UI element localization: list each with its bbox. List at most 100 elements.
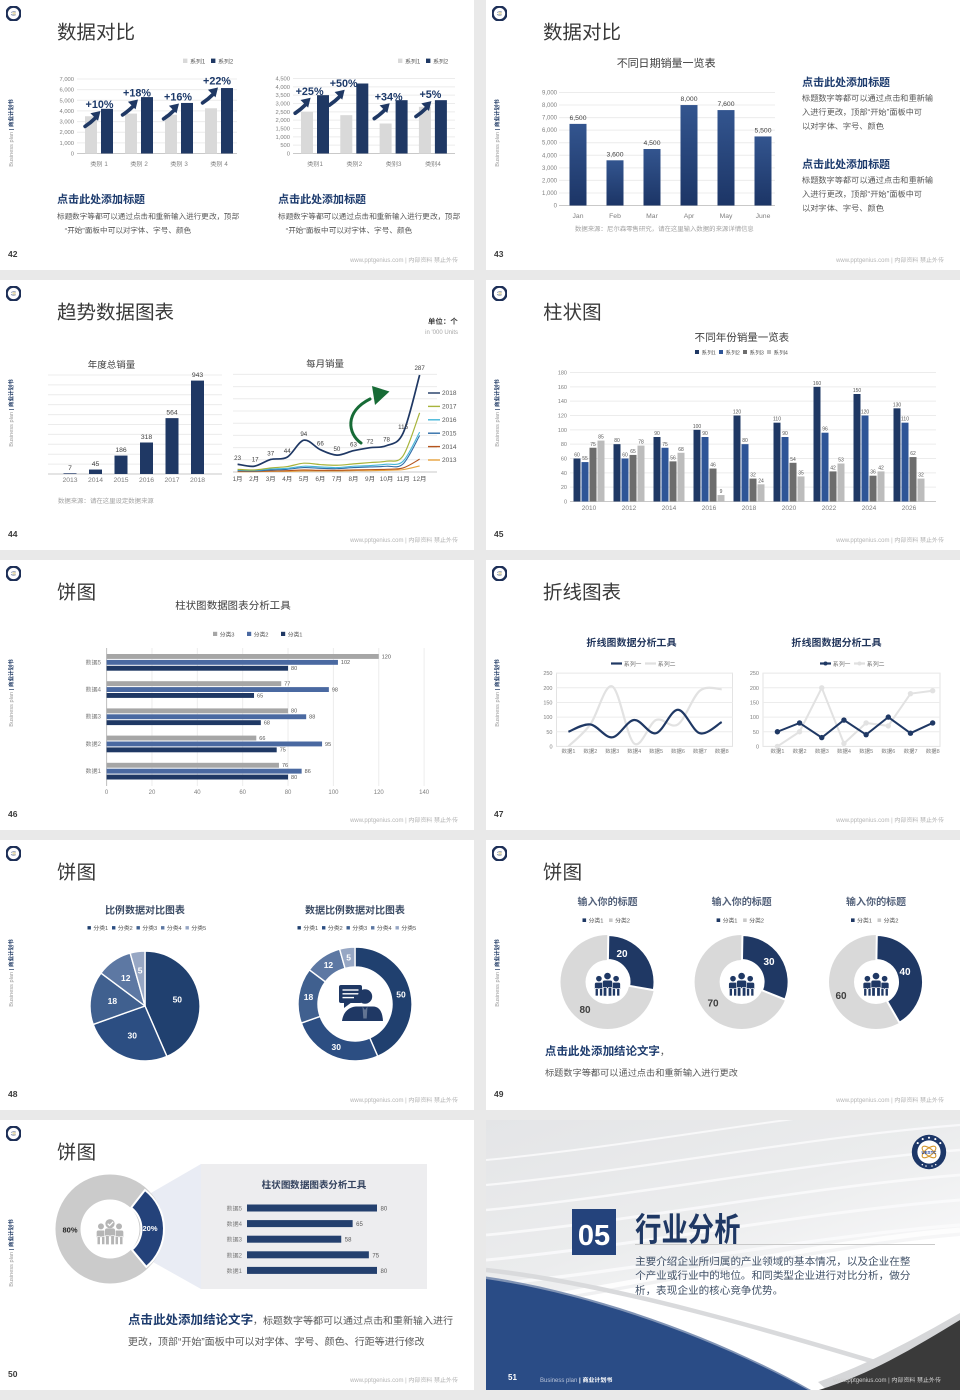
svg-text:80: 80 (291, 775, 297, 781)
svg-text:0: 0 (554, 204, 558, 210)
svg-text:186: 186 (115, 447, 127, 454)
svg-text:5: 5 (138, 965, 143, 975)
svg-text:Jan: Jan (573, 213, 584, 220)
svg-text:287: 287 (414, 365, 425, 372)
svg-text:类别 3: 类别 3 (170, 161, 188, 168)
svg-text:2014: 2014 (662, 505, 677, 512)
svg-text:150: 150 (750, 700, 759, 706)
svg-text:72: 72 (367, 439, 374, 446)
svg-text:系列1: 系列1 (405, 58, 421, 66)
svg-text:150: 150 (853, 388, 862, 394)
svg-text:4月: 4月 (282, 476, 292, 483)
svg-text:数据3: 数据3 (605, 748, 619, 755)
svg-text:3,600: 3,600 (606, 151, 623, 158)
svg-text:11月: 11月 (397, 476, 410, 483)
svg-text:4,000: 4,000 (542, 153, 558, 159)
svg-text:May: May (720, 213, 733, 220)
svg-text:系列2: 系列2 (433, 58, 449, 66)
svg-text:数据4: 数据4 (837, 748, 851, 755)
svg-text:类别 1: 类别 1 (90, 161, 108, 168)
svg-text:分类5: 分类5 (401, 925, 416, 932)
svg-text:2020: 2020 (782, 505, 797, 512)
svg-text:数据8: 数据8 (715, 748, 729, 755)
svg-text:2018: 2018 (190, 477, 205, 484)
svg-text:数据比例数据对比图表: 数据比例数据对比图表 (304, 905, 405, 917)
svg-text:分类2: 分类2 (118, 925, 133, 932)
svg-text:数据7: 数据7 (693, 748, 707, 755)
svg-text:折线图数据分析工具: 折线图数据分析工具 (792, 637, 882, 649)
svg-text:5,500: 5,500 (754, 127, 771, 134)
svg-text:0: 0 (549, 744, 552, 750)
svg-text:98: 98 (332, 687, 338, 693)
svg-text:2010: 2010 (582, 505, 597, 512)
svg-text:150: 150 (543, 700, 552, 706)
svg-text:1,000: 1,000 (542, 191, 558, 197)
svg-text:3月: 3月 (266, 476, 276, 483)
svg-text:折线图数据分析工具: 折线图数据分析工具 (587, 637, 677, 649)
svg-text:3,500: 3,500 (275, 93, 290, 99)
svg-text:+16%: +16% (164, 92, 192, 104)
svg-text:62: 62 (910, 451, 916, 457)
svg-text:45: 45 (92, 461, 100, 468)
svg-text:90: 90 (702, 431, 708, 437)
svg-text:75: 75 (590, 442, 596, 448)
svg-text:8,000: 8,000 (542, 103, 558, 109)
svg-text:65: 65 (257, 693, 263, 699)
svg-text:分类1: 分类1 (303, 925, 318, 932)
svg-text:120: 120 (382, 654, 391, 660)
svg-text:100: 100 (750, 715, 759, 721)
svg-text:160: 160 (813, 381, 822, 387)
svg-text:分类2: 分类2 (615, 918, 630, 925)
svg-text:分类1: 分类1 (288, 632, 303, 639)
svg-text:0: 0 (71, 152, 74, 158)
svg-text:+18%: +18% (123, 88, 151, 100)
svg-text:+10%: +10% (86, 99, 114, 111)
svg-text:50: 50 (396, 989, 406, 999)
svg-text:20: 20 (616, 949, 628, 960)
svg-text:53: 53 (838, 458, 844, 464)
svg-text:17: 17 (252, 456, 259, 463)
svg-text:80: 80 (291, 666, 297, 672)
svg-text:12: 12 (324, 960, 334, 970)
svg-text:50: 50 (173, 994, 183, 1004)
svg-text:1,500: 1,500 (275, 127, 290, 133)
svg-text:140: 140 (558, 399, 567, 405)
svg-text:输入你的标题: 输入你的标题 (712, 896, 772, 908)
svg-text:60: 60 (574, 453, 580, 459)
svg-text:2013: 2013 (62, 477, 77, 484)
svg-text:June: June (756, 213, 771, 220)
svg-text:1月: 1月 (233, 476, 243, 483)
svg-text:Mar: Mar (646, 213, 658, 220)
svg-text:分类1: 分类1 (723, 918, 738, 925)
svg-text:3,000: 3,000 (542, 166, 558, 172)
svg-text:40: 40 (561, 471, 567, 477)
svg-text:5,000: 5,000 (59, 98, 74, 104)
svg-text:数据5: 数据5 (859, 748, 873, 755)
svg-text:数据6: 数据6 (881, 748, 895, 755)
svg-text:2014: 2014 (88, 477, 103, 484)
svg-text:每月销量: 每月销量 (306, 358, 345, 370)
svg-text:1,000: 1,000 (275, 135, 290, 141)
svg-text:类别 2: 类别 2 (130, 161, 148, 168)
svg-text:2015: 2015 (442, 430, 457, 437)
svg-text:160: 160 (558, 385, 567, 391)
svg-text:32: 32 (750, 473, 756, 479)
svg-text:32: 32 (918, 473, 924, 479)
svg-text:系列一: 系列一 (833, 660, 851, 668)
svg-text:102: 102 (341, 660, 350, 666)
svg-text:200: 200 (543, 686, 552, 692)
svg-text:2012: 2012 (622, 505, 637, 512)
svg-text:100: 100 (558, 428, 567, 434)
svg-text:5,000: 5,000 (542, 141, 558, 147)
svg-text:943: 943 (192, 372, 204, 379)
svg-text:类别2: 类别2 (346, 161, 362, 168)
svg-text:76: 76 (282, 763, 288, 769)
svg-text:2016: 2016 (702, 505, 717, 512)
svg-text:110: 110 (773, 417, 781, 423)
svg-text:80: 80 (381, 1269, 388, 1275)
svg-text:系列1: 系列1 (190, 58, 206, 66)
svg-text:数据5: 数据5 (227, 1206, 243, 1213)
svg-text:系列3: 系列3 (750, 350, 764, 357)
svg-text:100: 100 (543, 715, 552, 721)
svg-text:数据1: 数据1 (227, 1268, 243, 1275)
